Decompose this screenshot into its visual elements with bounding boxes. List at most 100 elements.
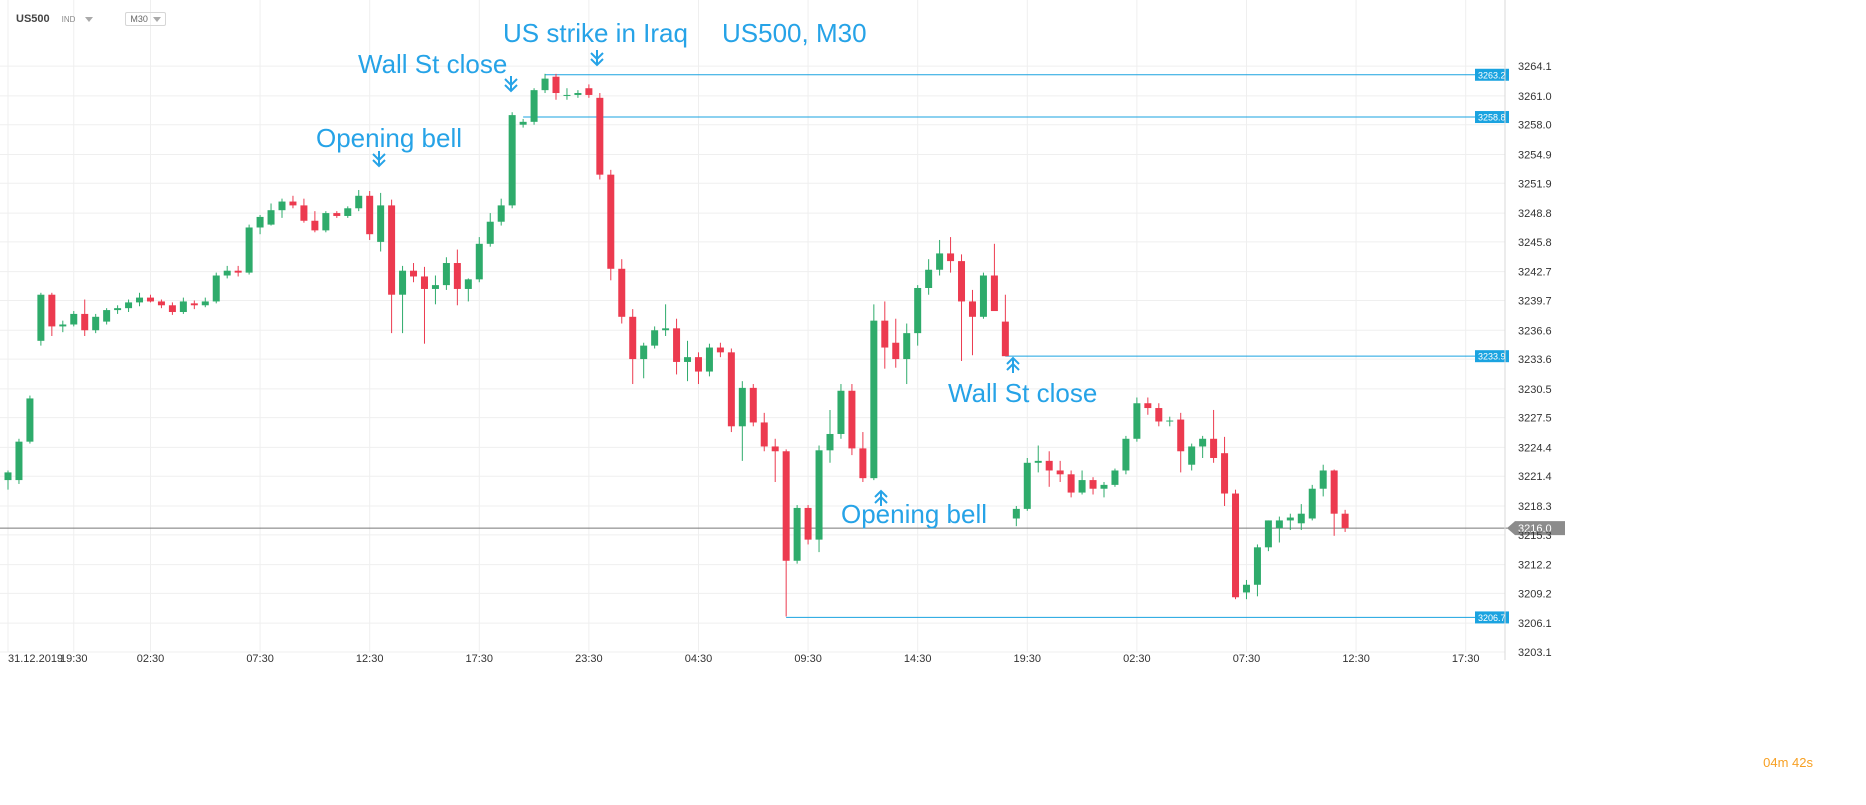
y-tick-label: 3239.7 — [1518, 295, 1552, 307]
level-badge — [1475, 350, 1509, 363]
candle-body — [541, 78, 549, 91]
candle — [234, 265, 242, 277]
candle — [92, 313, 100, 334]
candle — [727, 348, 735, 433]
candle-body — [1133, 403, 1141, 439]
level-label: 3258.8 — [1478, 113, 1506, 123]
candle — [300, 198, 308, 223]
x-tick-label: 02:30 — [137, 653, 165, 665]
candle — [1221, 436, 1229, 507]
symbol-label[interactable]: US500 — [16, 13, 50, 25]
candle-body — [585, 88, 593, 95]
candle-body — [892, 342, 900, 360]
candle-body — [837, 390, 845, 434]
candle — [212, 272, 220, 304]
candle — [1286, 513, 1294, 531]
candle — [859, 432, 867, 483]
candle-body — [59, 324, 67, 327]
candle — [968, 289, 976, 356]
candle-body — [848, 390, 856, 449]
candle-body — [48, 294, 56, 327]
candle-body — [804, 507, 812, 540]
candle-body — [826, 433, 834, 451]
timeframe-select[interactable]: M30 — [125, 12, 166, 26]
candle-body — [705, 347, 713, 372]
candle-body — [815, 450, 823, 540]
candle — [574, 90, 582, 98]
candle-body — [859, 448, 867, 479]
candle-body — [979, 275, 987, 317]
y-tick-label: 3254.9 — [1518, 149, 1552, 161]
x-tick-label: 12:30 — [1342, 653, 1370, 665]
candle-body — [990, 275, 998, 312]
candle-body — [420, 276, 428, 289]
candle — [388, 199, 396, 334]
candle — [4, 470, 12, 490]
candle-body — [1275, 520, 1283, 529]
candle-body — [136, 297, 144, 303]
y-tick-label: 3248.8 — [1518, 208, 1552, 220]
candle — [1067, 470, 1075, 498]
candle — [1122, 435, 1130, 475]
candle — [1330, 469, 1338, 536]
candle-body — [1023, 462, 1031, 509]
candle-body — [1177, 419, 1185, 452]
candle — [1308, 484, 1316, 521]
candle — [749, 384, 757, 427]
level-label: 3233.9 — [1478, 352, 1506, 362]
timer-seconds: 42 — [1792, 755, 1807, 770]
candle — [990, 243, 998, 312]
candle — [684, 340, 692, 382]
candle — [1341, 509, 1349, 532]
candle — [157, 299, 165, 309]
candle-body — [1242, 584, 1250, 593]
y-tick-label: 3233.6 — [1518, 354, 1552, 366]
candle-body — [552, 76, 560, 94]
candle-body — [1319, 470, 1327, 489]
chevron-down-icon — [152, 16, 161, 22]
candle-body — [519, 121, 527, 125]
candle — [190, 300, 198, 310]
timer-minutes: 04 — [1763, 755, 1778, 770]
candle — [1100, 482, 1108, 498]
arrow-down-icon — [590, 50, 604, 67]
timeframe-label: M30 — [130, 14, 148, 24]
horizontal-levels: 3216.0 3263.2 3258.8 3233.9 3206.7 — [0, 68, 1565, 624]
candle-body — [355, 195, 363, 209]
y-tick-label: 3218.3 — [1518, 501, 1552, 513]
candle-body — [1045, 460, 1053, 471]
candle-body — [640, 345, 648, 360]
candle-body — [1253, 547, 1261, 585]
candle-body — [311, 220, 319, 231]
candle-body — [651, 330, 659, 346]
y-tick-label: 3245.8 — [1518, 237, 1552, 249]
candle-body — [673, 328, 681, 362]
candle-body — [530, 90, 538, 122]
candle-body — [574, 93, 582, 95]
candle-body — [114, 308, 122, 311]
candle-body — [1100, 484, 1108, 489]
chevron-down-icon[interactable] — [85, 16, 94, 22]
y-tick-label: 3261.0 — [1518, 91, 1552, 103]
candle — [826, 409, 834, 463]
candle — [114, 305, 122, 314]
candle-body — [399, 270, 407, 295]
annotation-text: Opening bell — [316, 123, 462, 153]
timer-second-unit: s — [1806, 755, 1814, 770]
y-tick-label: 3230.5 — [1518, 384, 1552, 396]
candle-body — [70, 313, 78, 325]
candle-body — [1199, 438, 1207, 447]
candle-body — [508, 115, 516, 206]
candle-body — [1286, 517, 1294, 521]
x-tick-label: 23:30 — [575, 653, 603, 665]
annotation-text: US strike in Iraq — [503, 18, 688, 48]
candle — [1155, 403, 1163, 427]
candle — [881, 301, 889, 369]
candle-body — [1001, 321, 1009, 357]
candle-timer: 04m 42s — [1763, 755, 1813, 770]
candle — [475, 237, 483, 283]
candle — [410, 263, 418, 283]
candle — [618, 259, 626, 324]
